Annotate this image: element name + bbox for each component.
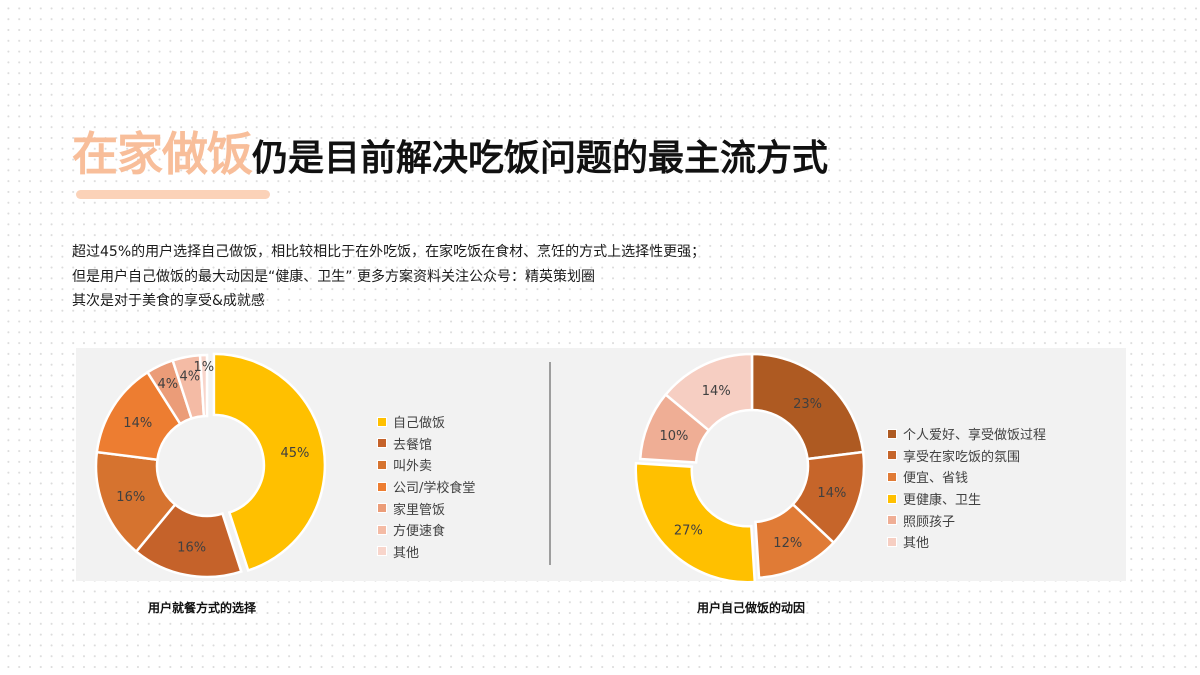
legend-swatch [377, 481, 387, 492]
legend-swatch [887, 493, 897, 504]
legend-label: 更健康、卫生 [903, 493, 982, 509]
title-underline-decoration [76, 190, 270, 199]
legend-cooking-motivation: 个人爱好、享受做饭过程 享受在家吃饭的氛围 便宜、省钱更健康、卫生 照顾孩子其他 [887, 423, 1046, 553]
legend-swatch [377, 459, 387, 470]
legend-item: 方便速食 [377, 519, 475, 541]
legend-dining-choice: 自己做饭去餐馆叫外卖公司/学校食堂 家里管饭方便速食其他 [377, 411, 475, 562]
description-line: 其次是对于美食的享受&成就感 [72, 293, 265, 309]
legend-item: 公司/学校食堂 [377, 476, 475, 498]
legend-label: 叫外卖 [393, 459, 433, 475]
page-title: 在家做饭仍是目前解决吃饭问题的最主流方式 [72, 122, 828, 191]
legend-label: 其他 [393, 545, 420, 561]
chart-caption-dining-choice: 用户就餐方式的选择 [148, 601, 257, 615]
legend-item: 叫外卖 [377, 454, 475, 476]
legend-item: 自己做饭 [377, 411, 475, 433]
legend-label: 家里管饭 [393, 502, 446, 518]
legend-swatch [377, 438, 387, 449]
legend-label: 便宜、省钱 [903, 471, 969, 487]
legend-label: 方便速食 [393, 524, 446, 540]
legend-item: 照顾孩子 [887, 509, 1046, 531]
legend-swatch [887, 536, 897, 547]
legend-item: 个人爱好、享受做饭过程 [887, 423, 1046, 445]
chart-caption-cooking-motivation: 用户自己做饭的动因 [697, 601, 806, 615]
title-highlight: 在家做饭 [72, 127, 253, 181]
legend-swatch [887, 515, 897, 526]
legend-label: 去餐馆 [393, 437, 433, 453]
description: 超过45%的用户选择自己做饭，相比较相比于在外吃饭，在家吃饭在食材、烹饪的方式上… [72, 240, 705, 314]
legend-label: 公司/学校食堂 [393, 481, 476, 497]
legend-item: 更健康、卫生 [887, 488, 1046, 510]
legend-item: 便宜、省钱 [887, 466, 1046, 488]
legend-swatch [887, 471, 897, 482]
description-line: 但是用户自己做饭的最大动因是“健康、卫生” 更多方案资料关注公众号：精英策划圈 [72, 268, 595, 285]
legend-item: 享受在家吃饭的氛围 [887, 445, 1046, 467]
legend-item: 家里管饭 [377, 497, 475, 519]
legend-swatch [887, 428, 897, 439]
legend-item: 去餐馆 [377, 433, 475, 455]
legend-item: 其他 [377, 541, 475, 563]
legend-swatch [377, 546, 387, 557]
description-line: 超过45%的用户选择自己做饭，相比较相比于在外吃饭，在家吃饭在食材、烹饪的方式上… [72, 244, 706, 260]
title-rest: 仍是目前解决吃饭问题的最主流方式 [252, 138, 829, 179]
panel-divider [549, 362, 551, 565]
legend-swatch [887, 450, 897, 461]
legend-label: 照顾孩子 [903, 514, 956, 530]
legend-label: 享受在家吃饭的氛围 [903, 449, 1021, 465]
legend-label: 其他 [903, 536, 930, 552]
legend-label: 自己做饭 [393, 416, 446, 432]
legend-label: 个人爱好、享受做饭过程 [903, 428, 1047, 444]
legend-item: 其他 [887, 531, 1046, 553]
legend-swatch [377, 416, 387, 427]
legend-swatch [377, 524, 387, 535]
legend-swatch [377, 503, 387, 514]
